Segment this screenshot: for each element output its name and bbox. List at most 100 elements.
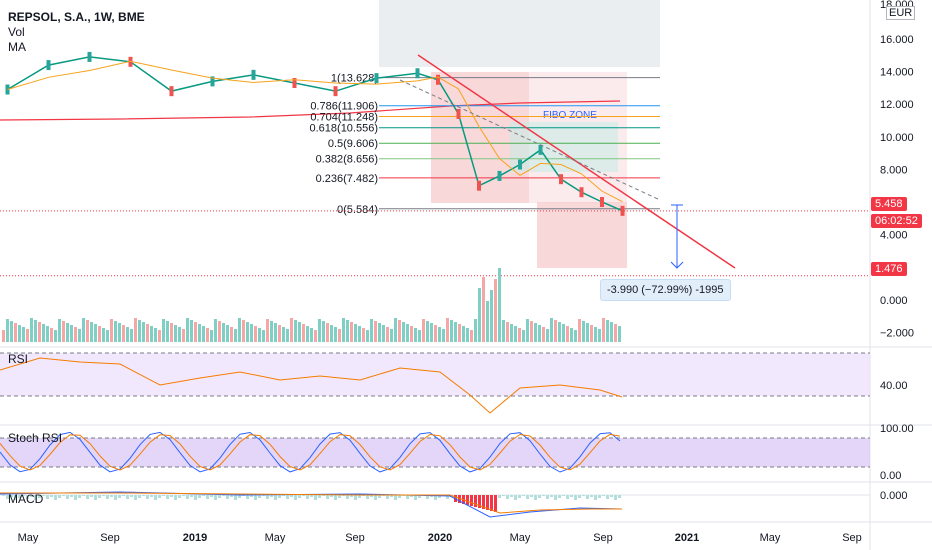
macd-hist-bar [606,495,609,499]
volume-bar [270,321,273,342]
volume-bar [198,324,201,342]
volume-bar [422,319,425,342]
macd-hist-bar [370,495,373,497]
macd-hist-bar [78,495,81,498]
price-axis-tick: 4.000 [880,230,908,242]
volume-bar [86,320,89,342]
chart-title[interactable]: REPSOL, S.A., 1W, BME [8,10,145,24]
macd-hist-bar [34,495,37,500]
price-axis-tick: 10.000 [880,132,914,144]
stoch-legend[interactable]: Stoch RSI [8,431,63,445]
macd-hist-bar [190,495,193,497]
volume-bar [46,326,49,342]
volume-bar [246,322,249,342]
volume-bar [54,330,57,342]
macd-hist-bar [62,495,65,496]
volume-bar [362,328,365,342]
volume-bar [10,321,13,342]
macd-hist-bar [54,495,57,500]
volume-bar [426,321,429,342]
rsi-legend[interactable]: RSI [8,352,29,366]
macd-hist-bar [290,495,293,497]
macd-hist-bar [130,495,133,497]
price-candle [415,68,420,79]
target-price-tag: 1.476 [871,262,907,276]
macd-hist-bar [138,495,141,498]
volume-bar [430,323,433,342]
volume-bar [114,321,117,342]
volume-bar [254,326,257,342]
stoch-d-line [0,433,621,471]
x-axis-tick: 2020 [428,532,452,544]
macd-hist-bar [386,495,389,499]
x-axis-tick: May [265,532,286,544]
macd-hist-bar [66,495,69,499]
volume-bar [386,327,389,342]
macd-hist-bar [202,495,205,496]
volume-bar [238,318,241,342]
volume-bar [494,279,497,342]
price-candle [456,108,461,119]
macd-hist-bar [262,495,265,496]
volume-bar [506,322,509,342]
macd-hist-bar [410,495,413,497]
volume-bar [598,329,601,342]
fib-level-label: 0.704(11.248) [310,111,378,123]
macd-hist-bar [538,495,541,498]
currency-badge[interactable]: EUR [886,6,916,20]
target-zone-box [537,202,627,268]
macd-hist-bar [350,495,353,497]
macd-hist-bar [118,495,121,498]
macd-hist-bar [182,495,185,496]
volume-bar [378,323,381,342]
macd-hist-bar [178,495,181,498]
volume-bar [538,325,541,342]
volume-bar [178,327,181,342]
stoch-band [0,438,870,467]
price-candle [477,180,481,191]
price-axis-tick: 18.000 [880,0,914,11]
volume-bar [466,328,469,342]
volume-bar [454,322,457,342]
macd-hist-bar [390,495,393,497]
volume-bar [514,326,517,342]
volume-bar [374,321,377,342]
volume-bar [326,323,329,342]
price-axis-tick: 14.000 [880,67,914,79]
macd-hist-bar [382,495,385,496]
vol-legend[interactable]: Vol [8,25,25,39]
volume-bar [242,320,245,342]
macd-hist-bar [366,495,369,499]
volume-bar [298,322,301,342]
volume-bar [166,321,169,342]
price-candle [436,74,440,85]
volume-bar [286,329,289,342]
macd-hist-bar [282,495,285,496]
price-candle [333,86,338,97]
volume-bar [134,318,137,342]
volume-bar [558,322,561,342]
x-axis-tick: Sep [842,532,862,544]
volume-bar [566,326,569,342]
macd-hist-bar [258,495,261,498]
volume-bar [182,329,185,342]
volume-bar [382,325,385,342]
macd-hist-bar [38,495,41,498]
macd-hist-bar [618,495,621,498]
macd-hist-bar [238,495,241,498]
price-candle [210,76,215,87]
price-candle [518,159,522,170]
volume-bar [262,330,265,342]
price-axis-tick: 8.000 [880,164,908,176]
macd-hist-bar [530,495,533,497]
price-candle [251,69,256,80]
ma-legend[interactable]: MA [8,40,26,54]
volume-bar [334,327,337,342]
macd-legend[interactable]: MACD [8,492,44,506]
volume-bar [582,321,585,342]
macd-hist-bar [558,495,561,498]
macd-hist-bar [534,495,537,500]
fibo-zone-box [510,122,618,172]
